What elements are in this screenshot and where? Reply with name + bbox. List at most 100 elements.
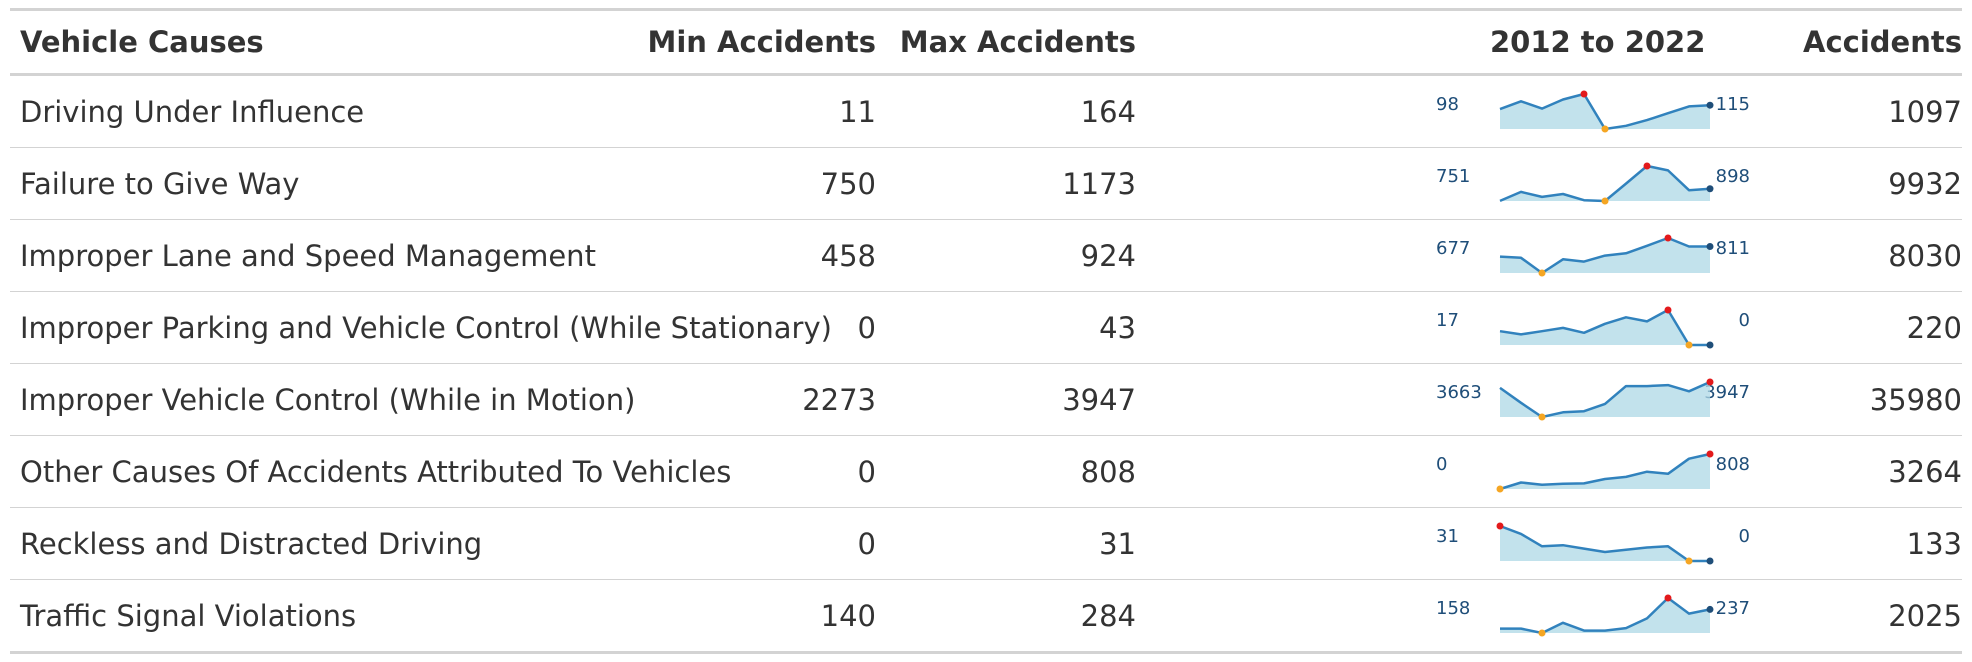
sparkline-min-point xyxy=(1685,341,1693,349)
total-accidents: 1097 xyxy=(1888,94,1962,129)
min-accidents: 0 xyxy=(857,310,876,345)
max-accidents: 284 xyxy=(1080,598,1136,633)
table-row: Improper Lane and Speed Management 458 924… xyxy=(10,220,1962,292)
sparkline-max-point xyxy=(1643,162,1651,170)
max-accidents: 43 xyxy=(1099,310,1136,345)
sparkline-area xyxy=(1500,238,1710,273)
sparkline-chart: 0 808 xyxy=(1436,450,1750,493)
sparkline-area xyxy=(1500,598,1710,633)
sparkline-end-label: 808 xyxy=(1716,454,1750,475)
sparkline-end-label: 0 xyxy=(1739,526,1750,547)
max-accidents: 164 xyxy=(1080,94,1136,129)
sparkline-max-point xyxy=(1496,522,1504,530)
sparkline-chart: 3663 3947 xyxy=(1436,378,1750,421)
sparkline-line xyxy=(1499,236,1710,275)
max-accidents: 31 xyxy=(1099,526,1136,561)
header-max-accidents: Max Accidents xyxy=(899,25,1136,59)
min-accidents: 0 xyxy=(857,454,876,489)
sparkline-min-point xyxy=(1538,413,1546,421)
header-accidents: Accidents xyxy=(1803,25,1962,59)
sparkline-cell: 158 237 xyxy=(1400,580,1780,651)
sparkline-chart: 17 0 xyxy=(1436,306,1750,349)
sparkline-start-label: 98 xyxy=(1436,94,1459,115)
cause-name: Driving Under Influence xyxy=(20,94,365,129)
min-accidents: 11 xyxy=(839,94,876,129)
total-accidents: 8030 xyxy=(1888,238,1962,273)
table-header: Vehicle Causes Min Accidents Max Acciden… xyxy=(10,11,1962,76)
sparkline-end-point xyxy=(1706,242,1714,250)
sparkline-end-label: 237 xyxy=(1716,598,1750,619)
sparkline-start-label: 17 xyxy=(1436,310,1459,331)
total-accidents: 35980 xyxy=(1869,382,1962,417)
sparkline-chart: 98 115 xyxy=(1436,90,1750,133)
sparkline-end-label: 898 xyxy=(1716,166,1750,187)
sparkline-line xyxy=(1499,452,1711,491)
sparkline-area xyxy=(1500,310,1710,345)
cause-name: Other Causes Of Accidents Attributed To … xyxy=(20,454,732,489)
sparkline-cell: 31 0 xyxy=(1400,508,1780,579)
sparkline-area xyxy=(1500,382,1710,417)
sparkline-max-point xyxy=(1664,306,1672,314)
table-row: Traffic Signal Violations 140 284 158 237 202… xyxy=(10,580,1962,654)
max-accidents: 808 xyxy=(1080,454,1136,489)
sparkline-max-point xyxy=(1706,378,1714,386)
total-accidents: 133 xyxy=(1906,526,1962,561)
sparkline-end-point xyxy=(1706,341,1714,349)
sparkline-area xyxy=(1500,166,1710,201)
sparkline-max-point xyxy=(1580,90,1588,98)
min-accidents: 750 xyxy=(820,166,876,201)
sparkline-area xyxy=(1500,454,1710,489)
sparkline-end-point xyxy=(1706,557,1714,565)
sparkline-line xyxy=(1499,380,1711,419)
table-row: Improper Parking and Vehicle Control (Wh… xyxy=(10,292,1962,364)
min-accidents: 2273 xyxy=(802,382,876,417)
sparkline-max-point xyxy=(1664,234,1672,242)
header-sparkline-period: 2012 to 2022 xyxy=(1490,25,1706,59)
sparkline-line xyxy=(1499,524,1710,563)
sparkline-cell: 0 808 xyxy=(1400,436,1780,507)
table-row: Failure to Give Way 750 1173 751 898 9932 xyxy=(10,148,1962,220)
sparkline-end-point xyxy=(1706,101,1714,109)
sparkline-start-label: 751 xyxy=(1436,166,1470,187)
sparkline-end-label: 0 xyxy=(1739,310,1750,331)
sparkline-end-label: 115 xyxy=(1716,94,1750,115)
sparkline-cell: 3663 3947 xyxy=(1400,364,1780,435)
sparkline-min-point xyxy=(1496,485,1504,493)
sparkline-area xyxy=(1500,526,1710,561)
sparkline-cell: 98 115 xyxy=(1400,76,1780,147)
cause-name: Improper Vehicle Control (While in Motio… xyxy=(20,382,636,417)
table-body: Driving Under Influence 11 164 98 115 1097 Fai… xyxy=(10,76,1962,654)
sparkline-start-label: 31 xyxy=(1436,526,1459,547)
sparkline-start-label: 3663 xyxy=(1436,382,1482,403)
total-accidents: 3264 xyxy=(1888,454,1962,489)
min-accidents: 140 xyxy=(820,598,876,633)
table-row: Reckless and Distracted Driving 0 31 31 0 133 xyxy=(10,508,1962,580)
sparkline-chart: 158 237 xyxy=(1436,594,1750,637)
header-vehicle-causes: Vehicle Causes xyxy=(20,25,264,59)
sparkline-max-point xyxy=(1706,450,1714,458)
sparkline-end-label: 3947 xyxy=(1704,382,1750,403)
sparkline-cell: 751 898 xyxy=(1400,148,1780,219)
sparkline-end-point xyxy=(1706,605,1714,613)
cause-name: Improper Lane and Speed Management xyxy=(20,238,596,273)
sparkline-cell: 677 811 xyxy=(1400,220,1780,291)
cause-name: Improper Parking and Vehicle Control (Wh… xyxy=(20,310,832,345)
sparkline-min-point xyxy=(1601,197,1609,205)
accidents-table: Vehicle Causes Min Accidents Max Acciden… xyxy=(10,8,1962,654)
cause-name: Reckless and Distracted Driving xyxy=(20,526,483,561)
sparkline-min-point xyxy=(1538,629,1546,637)
max-accidents: 924 xyxy=(1080,238,1136,273)
max-accidents: 3947 xyxy=(1062,382,1136,417)
sparkline-min-point xyxy=(1538,269,1546,277)
table-top-rule xyxy=(10,8,1962,11)
sparkline-line xyxy=(1499,308,1710,347)
min-accidents: 0 xyxy=(857,526,876,561)
header-min-accidents: Min Accidents xyxy=(647,25,876,59)
max-accidents: 1173 xyxy=(1062,166,1136,201)
sparkline-cell: 17 0 xyxy=(1400,292,1780,363)
total-accidents: 2025 xyxy=(1888,598,1962,633)
sparkline-min-point xyxy=(1685,557,1693,565)
sparkline-line xyxy=(1500,596,1711,635)
sparkline-start-label: 677 xyxy=(1436,238,1470,259)
sparkline-end-label: 811 xyxy=(1716,238,1750,259)
